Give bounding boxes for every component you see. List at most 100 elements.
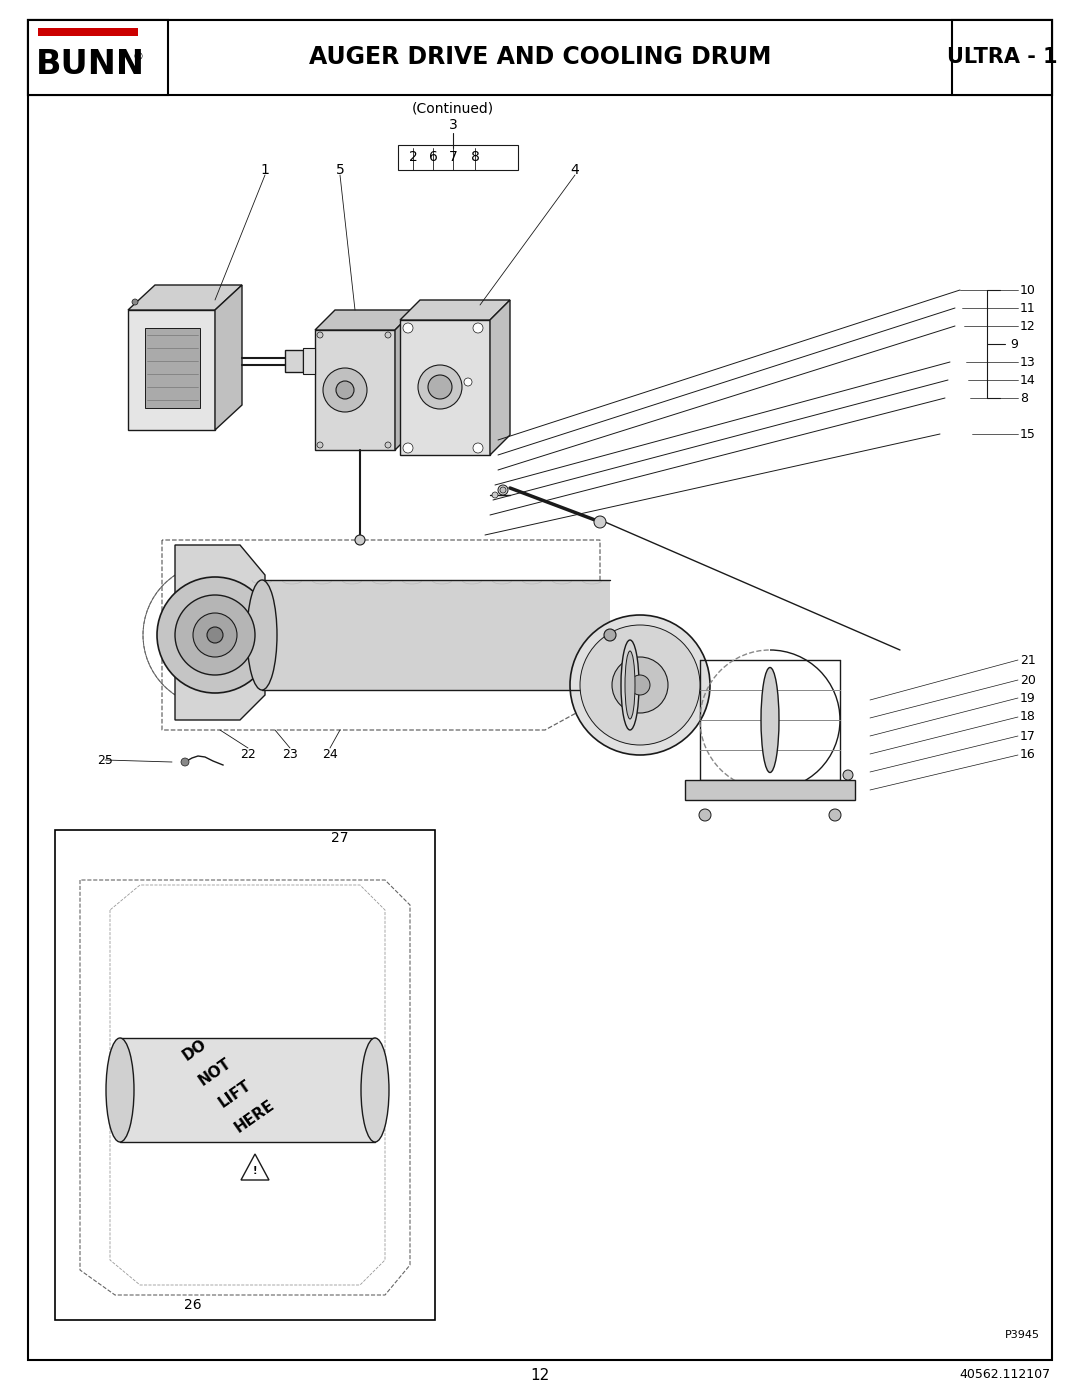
Circle shape [132, 299, 138, 305]
Polygon shape [129, 285, 242, 310]
Bar [55, 830, 435, 1320]
Polygon shape [175, 545, 265, 719]
Circle shape [384, 441, 391, 448]
Bar [315, 330, 395, 450]
Circle shape [630, 675, 650, 694]
Bar [38, 28, 138, 36]
Circle shape [355, 535, 365, 545]
Circle shape [428, 374, 453, 400]
Text: 15: 15 [1020, 427, 1036, 440]
Text: ULTRA - 1: ULTRA - 1 [947, 47, 1057, 67]
Ellipse shape [247, 580, 276, 690]
Bar [400, 320, 490, 455]
Text: 26: 26 [185, 1298, 202, 1312]
Polygon shape [685, 780, 855, 800]
Text: 12: 12 [530, 1368, 550, 1383]
Bar [951, 20, 1052, 95]
Bar [262, 580, 610, 690]
Polygon shape [315, 310, 415, 330]
Text: 8: 8 [471, 149, 480, 163]
Circle shape [175, 595, 255, 675]
Circle shape [418, 365, 462, 409]
Text: 3: 3 [448, 117, 457, 131]
Bar [28, 20, 168, 95]
Text: 12: 12 [1020, 320, 1036, 332]
Text: 17: 17 [1020, 729, 1036, 742]
Text: 10: 10 [1020, 284, 1036, 296]
Text: 14: 14 [1020, 373, 1036, 387]
Bar [120, 1038, 375, 1141]
Circle shape [318, 441, 323, 448]
Circle shape [403, 323, 413, 332]
Circle shape [193, 613, 237, 657]
Circle shape [580, 624, 700, 745]
Text: 21: 21 [1020, 654, 1036, 666]
Text: 13: 13 [1020, 355, 1036, 369]
Circle shape [473, 323, 483, 332]
Ellipse shape [625, 651, 635, 719]
Circle shape [181, 759, 189, 766]
Text: 7: 7 [448, 149, 457, 163]
Circle shape [604, 629, 616, 641]
Polygon shape [395, 310, 415, 450]
Bar [303, 348, 315, 374]
Circle shape [498, 485, 508, 495]
Ellipse shape [761, 668, 779, 773]
Text: ®: ® [133, 52, 144, 61]
Text: LIFT: LIFT [216, 1077, 254, 1111]
Text: 22: 22 [240, 749, 256, 761]
Polygon shape [490, 300, 510, 455]
Ellipse shape [621, 640, 639, 731]
Text: !: ! [253, 1166, 257, 1176]
Circle shape [500, 488, 507, 493]
Polygon shape [400, 300, 510, 320]
Text: 2: 2 [408, 149, 417, 163]
Ellipse shape [361, 1038, 389, 1141]
Circle shape [207, 627, 222, 643]
Circle shape [157, 577, 273, 693]
Bar [399, 145, 518, 170]
Text: P3945: P3945 [1005, 1330, 1040, 1340]
Circle shape [323, 367, 367, 412]
Circle shape [699, 809, 711, 821]
Text: 5: 5 [336, 163, 345, 177]
Circle shape [843, 770, 853, 780]
Circle shape [594, 515, 606, 528]
Text: 19: 19 [1020, 692, 1036, 704]
Text: 27: 27 [332, 831, 349, 845]
Circle shape [464, 379, 472, 386]
Polygon shape [215, 285, 242, 430]
Circle shape [318, 332, 323, 338]
Ellipse shape [106, 1038, 134, 1141]
Text: 6: 6 [429, 149, 437, 163]
Bar [28, 20, 1052, 95]
Circle shape [384, 332, 391, 338]
Text: 16: 16 [1020, 749, 1036, 761]
Text: 9: 9 [1010, 338, 1017, 351]
Text: AUGER DRIVE AND COOLING DRUM: AUGER DRIVE AND COOLING DRUM [309, 45, 771, 68]
Bar [285, 351, 303, 372]
Text: 20: 20 [1020, 673, 1036, 686]
Text: NOT: NOT [195, 1056, 234, 1088]
Circle shape [336, 381, 354, 400]
Text: 1: 1 [260, 163, 269, 177]
Text: 18: 18 [1020, 711, 1036, 724]
Text: 4: 4 [570, 163, 579, 177]
Text: HERE: HERE [232, 1097, 278, 1136]
Text: 40562.112107: 40562.112107 [959, 1369, 1050, 1382]
Bar [145, 328, 200, 408]
Circle shape [612, 657, 669, 712]
Text: DO: DO [180, 1037, 210, 1063]
Text: 8: 8 [1020, 391, 1028, 405]
Circle shape [473, 443, 483, 453]
Circle shape [829, 809, 841, 821]
Circle shape [492, 492, 498, 497]
Circle shape [403, 443, 413, 453]
Text: 11: 11 [1020, 302, 1036, 314]
Text: 23: 23 [282, 749, 298, 761]
Text: 24: 24 [322, 749, 338, 761]
Circle shape [570, 615, 710, 754]
Text: 25: 25 [97, 753, 113, 767]
Text: (Continued): (Continued) [411, 101, 494, 115]
Text: BUNN: BUNN [36, 49, 145, 81]
